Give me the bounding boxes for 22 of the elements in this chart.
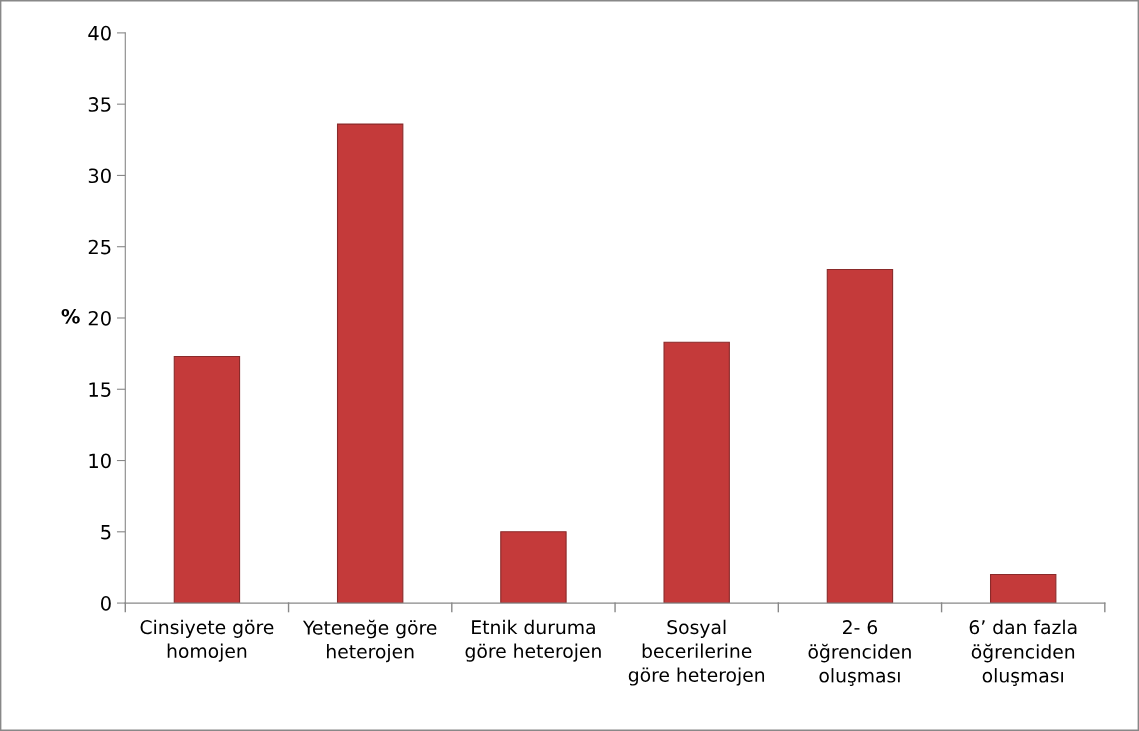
y-tick-label: 15 <box>89 382 111 397</box>
y-tick-label: 35 <box>88 97 111 112</box>
y-tick-label: 10 <box>89 453 111 469</box>
y-tick-label: 20 <box>88 310 111 326</box>
x-tick-label: Etnik duruma göre heterojen <box>465 619 601 662</box>
y-tick-label: 40 <box>88 25 111 41</box>
x-tick-label: 2- 6 öğrenciden oluşması <box>808 620 911 686</box>
y-tick-label: 30 <box>88 168 111 184</box>
x-tick-label: Cinsiyete göre homojen <box>140 619 274 662</box>
y-tick-label: 25 <box>88 239 111 255</box>
y-tick-label: 0 <box>101 596 111 611</box>
y-tick-label: 5 <box>101 525 111 540</box>
bar <box>663 341 730 604</box>
y-axis-title: % <box>61 308 80 324</box>
bar <box>336 123 404 604</box>
x-tick-label: 6’ dan fazla öğrenciden oluşması <box>969 619 1077 686</box>
bar <box>500 531 567 604</box>
x-tick-label: Yeteneğe göre heterojen <box>302 619 437 663</box>
bar <box>173 355 241 604</box>
x-tick-label: Sosyal becerilerine göre heterojen <box>628 619 765 686</box>
bar <box>826 268 894 604</box>
bar <box>989 574 1057 604</box>
